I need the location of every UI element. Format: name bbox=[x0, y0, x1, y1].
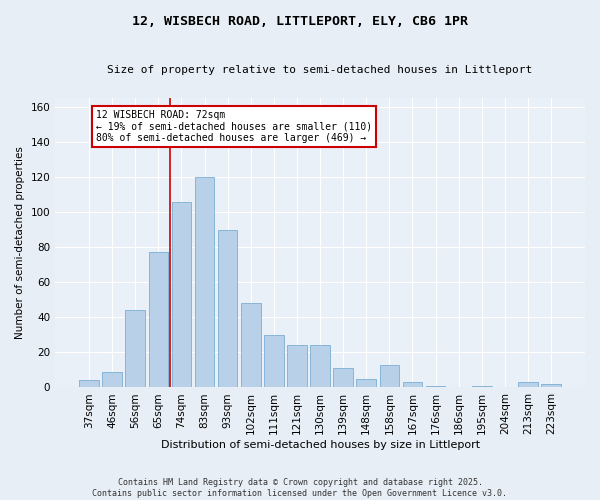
Bar bbox=[310, 346, 330, 388]
Text: 12, WISBECH ROAD, LITTLEPORT, ELY, CB6 1PR: 12, WISBECH ROAD, LITTLEPORT, ELY, CB6 1… bbox=[132, 15, 468, 28]
Bar bbox=[334, 368, 353, 388]
Bar bbox=[472, 386, 491, 388]
Text: Contains HM Land Registry data © Crown copyright and database right 2025.
Contai: Contains HM Land Registry data © Crown c… bbox=[92, 478, 508, 498]
Bar bbox=[287, 346, 307, 388]
Bar bbox=[403, 382, 422, 388]
Bar bbox=[149, 252, 168, 388]
Bar bbox=[541, 384, 561, 388]
Bar bbox=[218, 230, 238, 388]
Bar bbox=[356, 378, 376, 388]
Bar bbox=[518, 382, 538, 388]
Bar bbox=[264, 335, 284, 388]
Bar bbox=[380, 364, 399, 388]
Bar bbox=[426, 386, 445, 388]
X-axis label: Distribution of semi-detached houses by size in Littleport: Distribution of semi-detached houses by … bbox=[161, 440, 479, 450]
Bar bbox=[125, 310, 145, 388]
Bar bbox=[172, 202, 191, 388]
Bar bbox=[103, 372, 122, 388]
Bar bbox=[241, 304, 260, 388]
Y-axis label: Number of semi-detached properties: Number of semi-detached properties bbox=[15, 146, 25, 339]
Bar bbox=[195, 177, 214, 388]
Bar bbox=[79, 380, 99, 388]
Title: Size of property relative to semi-detached houses in Littleport: Size of property relative to semi-detach… bbox=[107, 65, 533, 75]
Text: 12 WISBECH ROAD: 72sqm
← 19% of semi-detached houses are smaller (110)
80% of se: 12 WISBECH ROAD: 72sqm ← 19% of semi-det… bbox=[96, 110, 372, 144]
